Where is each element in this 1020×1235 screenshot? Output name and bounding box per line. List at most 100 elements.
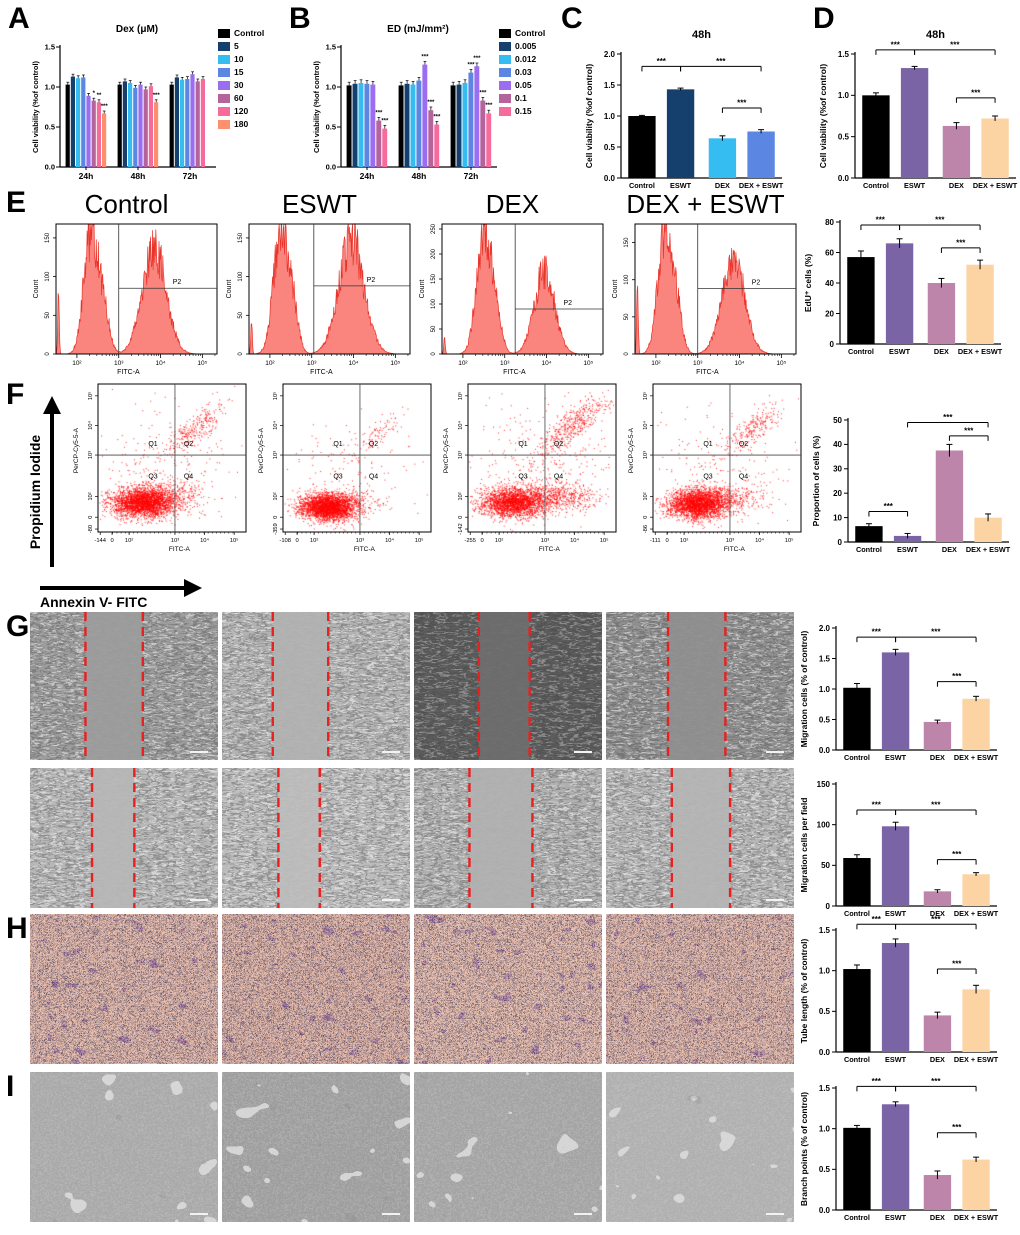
panel-c-letter: C <box>561 2 583 35</box>
svg-text:Q2: Q2 <box>739 441 748 448</box>
svg-text:FITC-A: FITC-A <box>724 546 746 553</box>
svg-text:80: 80 <box>825 218 834 227</box>
svg-text:P2: P2 <box>752 280 761 287</box>
svg-text:50: 50 <box>238 311 244 318</box>
panel-d: D 48h 0.0 0.5 1.0 1.5 Cell viability (%of con… <box>795 0 1020 191</box>
svg-text:PerCP-Cy5-5-A: PerCP-Cy5-5-A <box>73 427 80 473</box>
svg-text:10⁴: 10⁴ <box>542 360 552 367</box>
svg-text:-142: -142 <box>458 523 464 535</box>
wound-image2-control <box>30 768 222 914</box>
svg-text:-108: -108 <box>279 538 291 544</box>
propidium-iodide-label: Propidium Iodide <box>30 435 43 550</box>
legend-swatch <box>218 106 230 116</box>
svg-text:10²: 10² <box>88 492 94 500</box>
svg-text:48h: 48h <box>412 171 427 181</box>
svg-text:***: *** <box>657 57 667 66</box>
svg-text:1.0: 1.0 <box>819 1124 831 1133</box>
svg-text:10⁴: 10⁴ <box>457 420 464 429</box>
svg-text:10³: 10³ <box>356 538 364 544</box>
svg-text:1.0: 1.0 <box>45 83 55 92</box>
scatter-dots-canvas <box>653 384 801 532</box>
svg-text:10⁴: 10⁴ <box>200 537 209 544</box>
svg-text:Q4: Q4 <box>554 474 563 481</box>
scatter-dots-canvas <box>468 384 616 532</box>
svg-text:ESWT: ESWT <box>889 347 911 356</box>
svg-text:FITC-A: FITC-A <box>169 546 191 553</box>
svg-text:**: ** <box>97 93 102 99</box>
panel-d-letter: D <box>813 2 835 35</box>
svg-text:10³: 10³ <box>88 451 94 459</box>
legend-swatch <box>218 54 230 64</box>
svg-text:***: *** <box>931 1077 941 1086</box>
apoptosis-scatter-dex: Q1 Q2 Q3 Q4 -255 0 10² 10³ 10⁴ 10⁵ FITC-A -142 0 10² 1… <box>440 380 625 612</box>
svg-text:DEX: DEX <box>934 347 949 356</box>
svg-text:0: 0 <box>665 538 668 544</box>
svg-text:150: 150 <box>624 237 630 248</box>
svg-text:Q3: Q3 <box>703 474 712 481</box>
svg-text:Count: Count <box>419 280 426 299</box>
panel-d-chart: 48h 0.0 0.5 1.0 1.5 Cell viability (%of contr… <box>817 26 1020 203</box>
svg-text:0: 0 <box>238 352 244 356</box>
svg-text:1.0: 1.0 <box>326 83 336 92</box>
legend-label: 10 <box>234 54 244 64</box>
legend-swatch <box>499 80 511 90</box>
svg-text:40: 40 <box>825 279 834 288</box>
wound-image-dex <box>414 612 606 768</box>
svg-text:-86: -86 <box>643 525 649 533</box>
legend-label: 0.005 <box>515 41 537 51</box>
legend-label: 120 <box>234 106 249 116</box>
svg-text:Cell viability (%of control): Cell viability (%of control) <box>584 64 594 169</box>
svg-text:0: 0 <box>431 352 437 356</box>
legend-swatch <box>218 119 230 129</box>
svg-text:DEX: DEX <box>930 1055 945 1064</box>
svg-text:10⁴: 10⁴ <box>349 360 359 367</box>
svg-text:FITC-A: FITC-A <box>354 546 376 553</box>
svg-text:DEX: DEX <box>930 1213 945 1222</box>
svg-text:0.5: 0.5 <box>819 715 831 724</box>
legend-swatch <box>499 41 511 51</box>
svg-text:ESWT: ESWT <box>885 1213 907 1222</box>
svg-text:***: *** <box>485 103 493 109</box>
svg-text:10²: 10² <box>458 492 464 500</box>
transwell-image-dex <box>414 914 606 1072</box>
legend-label: 0.03 <box>515 67 532 77</box>
legend-swatch <box>218 41 230 51</box>
svg-text:0: 0 <box>458 516 464 519</box>
apoptosis-scatter-eswt: Q1 Q2 Q3 Q4 -108 0 10² 10³ 10⁴ 10⁵ FITC-A -359 0 10² 1… <box>255 380 440 612</box>
svg-text:Tube length (% of control): Tube length (% of control) <box>799 939 809 1044</box>
svg-text:***: *** <box>943 413 953 422</box>
panel-a: A Dex (μM) 0.0 0.5 1.0 1.5 Cell viability (%… <box>0 0 285 188</box>
svg-text:10²: 10² <box>651 360 661 367</box>
svg-text:10⁴: 10⁴ <box>642 420 649 429</box>
svg-text:10³: 10³ <box>273 451 279 459</box>
legend-item: 5 <box>218 41 264 51</box>
svg-text:Control: Control <box>844 753 870 762</box>
svg-text:-144: -144 <box>94 538 106 544</box>
svg-text:48h: 48h <box>131 171 146 181</box>
svg-text:10⁵: 10⁵ <box>642 391 649 400</box>
svg-text:***: *** <box>876 216 886 225</box>
branch-points-chart: 0.0 0.5 1.0 1.5 Branch points (% of control)… <box>798 1072 1003 1232</box>
svg-text:-255: -255 <box>464 538 476 544</box>
svg-text:10⁵: 10⁵ <box>197 360 207 367</box>
svg-text:10³: 10³ <box>541 538 549 544</box>
flow-histogram-plot: 0 50 100 150 Count 10² 10³ 10⁴ 10⁵ FITC-A P2 <box>223 220 416 383</box>
svg-text:***: *** <box>952 1123 962 1132</box>
svg-text:30: 30 <box>833 465 842 474</box>
svg-text:ESWT: ESWT <box>885 753 907 762</box>
svg-text:50: 50 <box>624 313 630 320</box>
svg-text:Q1: Q1 <box>703 441 712 448</box>
svg-text:0: 0 <box>830 340 835 349</box>
svg-text:1.5: 1.5 <box>819 654 831 663</box>
svg-text:0: 0 <box>643 516 649 519</box>
svg-text:50: 50 <box>431 325 437 332</box>
legend-item: Control <box>218 28 264 38</box>
svg-text:20: 20 <box>825 309 834 318</box>
panel-e-letter: E <box>6 186 27 219</box>
svg-text:Q3: Q3 <box>148 474 157 481</box>
svg-text:10²: 10² <box>125 538 133 544</box>
svg-text:0.0: 0.0 <box>819 746 831 755</box>
svg-text:0.0: 0.0 <box>838 174 850 183</box>
legend-swatch <box>218 80 230 90</box>
svg-text:PerCP-Cy5-5-A: PerCP-Cy5-5-A <box>258 427 265 473</box>
